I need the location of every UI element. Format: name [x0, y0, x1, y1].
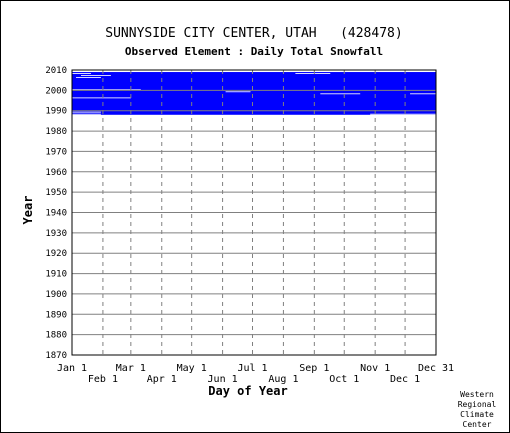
x-tick-label: Jul 1: [237, 363, 267, 374]
credit-line: Regional: [457, 400, 497, 409]
missing-data-gap: [295, 73, 331, 74]
data-band: [72, 72, 436, 115]
x-tick-label: Nov 1: [360, 363, 390, 374]
missing-data-gap: [72, 97, 131, 99]
x-tick-label: Jun 1: [208, 374, 238, 385]
plot-border: [71, 69, 437, 356]
y-tick-label: 1940: [45, 209, 67, 219]
y-tick-label: 1900: [45, 290, 67, 300]
missing-data-gap: [72, 89, 141, 91]
x-tick-label: Aug 1: [268, 374, 298, 385]
chart-subtitle: Observed Element : Daily Total Snowfall: [125, 45, 383, 58]
missing-data-gap: [72, 111, 101, 113]
credit-line: Western: [460, 390, 494, 399]
x-tick-label: Dec 1: [390, 374, 420, 385]
credit-line: Climate: [460, 410, 494, 419]
missing-data-gap: [72, 113, 101, 115]
missing-data-gap: [72, 73, 91, 74]
x-tick-label: Feb 1: [88, 374, 118, 385]
y-tick-label: 1890: [45, 310, 67, 320]
y-tick-label: 1960: [45, 168, 67, 178]
y-tick-label: 1980: [45, 127, 67, 137]
x-tick-labels: Jan 1 Mar 1 May 1 Jul 1 Sep 1 Nov 1 Dec 31 Feb …: [57, 363, 454, 385]
y-tick-label: 2010: [45, 66, 67, 76]
y-tick-label: 1910: [45, 270, 67, 280]
y-tick-label: 1920: [45, 249, 67, 259]
x-tick-label: Dec 31: [418, 363, 454, 374]
y-tick-labels: 2010 2000 1990 1980 1970 1960 1950 1940 1930 1920…: [45, 66, 67, 361]
y-tick-label: 1870: [45, 351, 67, 361]
missing-data-gap: [225, 91, 251, 93]
y-tick-label: 1950: [45, 188, 67, 198]
x-axis-label: Day of Year: [208, 384, 287, 398]
y-tick-label: 2000: [45, 86, 67, 96]
missing-data-gap: [410, 93, 436, 95]
y-tick-label: 1970: [45, 147, 67, 157]
missing-data-gap: [370, 113, 436, 115]
x-tick-label: May 1: [177, 363, 207, 374]
wrcc-credit: Western Regional Climate Center: [452, 390, 502, 430]
x-tick-label: Mar 1: [116, 363, 146, 374]
grid-layer: [72, 70, 436, 355]
missing-data-gap: [320, 93, 361, 95]
credit-line: Center: [462, 420, 492, 429]
x-tick-label: Oct 1: [329, 374, 359, 385]
missing-data-gap: [80, 75, 111, 76]
x-tick-label: Apr 1: [147, 374, 177, 385]
data-layer: [72, 72, 436, 115]
chart-title: SUNNYSIDE CITY CENTER, UTAH (428478): [105, 26, 402, 41]
y-tick-label: 1880: [45, 331, 67, 341]
y-tick-label: 1990: [45, 107, 67, 117]
missing-data-gap: [75, 77, 101, 78]
y-axis-label: Year: [21, 196, 35, 225]
x-tick-label: Jan 1: [57, 363, 87, 374]
x-tick-label: Sep 1: [299, 363, 329, 374]
y-tick-label: 1930: [45, 229, 67, 239]
